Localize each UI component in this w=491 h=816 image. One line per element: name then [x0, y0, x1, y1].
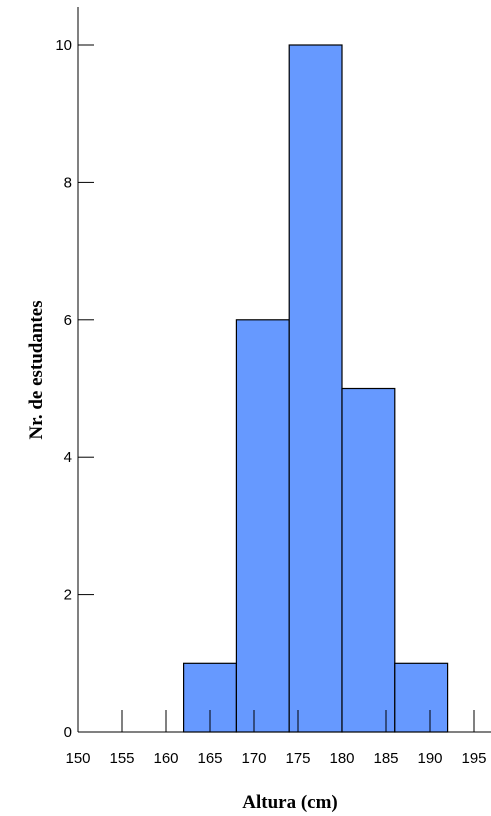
y-tick-label-0: 0	[64, 724, 72, 741]
chart-axes	[77, 7, 491, 733]
x-tick-label-180: 180	[329, 750, 354, 767]
x-tick-label-175: 175	[285, 750, 310, 767]
x-tick-label-190: 190	[417, 750, 442, 767]
y-axis-title: Nr. de estudantes	[26, 300, 47, 439]
histogram-bar-186-192	[394, 662, 449, 733]
x-axis-title: Altura (cm)	[242, 792, 338, 813]
x-tick-label-185: 185	[373, 750, 398, 767]
x-tick-label-170: 170	[241, 750, 266, 767]
y-tick-label-2: 2	[64, 587, 72, 604]
y-tick-label-6: 6	[64, 312, 72, 329]
y-tick-label-4: 4	[64, 449, 72, 466]
y-tick-label-10: 10	[55, 37, 72, 54]
y-axis-ticks: 0 2 4 6 8 10	[55, 37, 94, 741]
x-tick-label-165: 165	[197, 750, 222, 767]
x-tick-label-195: 195	[461, 750, 486, 767]
histogram-bar-168-174	[235, 319, 290, 733]
x-axis-ticks: 150 155 160 165 170 175 180 185 190 195	[65, 710, 487, 767]
histogram-bars	[183, 44, 449, 733]
histogram-bar-174-180	[288, 44, 343, 733]
histogram-bar-180-186	[341, 387, 396, 733]
x-tick-label-150: 150	[65, 750, 90, 767]
y-tick-label-8: 8	[64, 174, 72, 191]
x-tick-label-160: 160	[153, 750, 178, 767]
x-tick-label-155: 155	[109, 750, 134, 767]
